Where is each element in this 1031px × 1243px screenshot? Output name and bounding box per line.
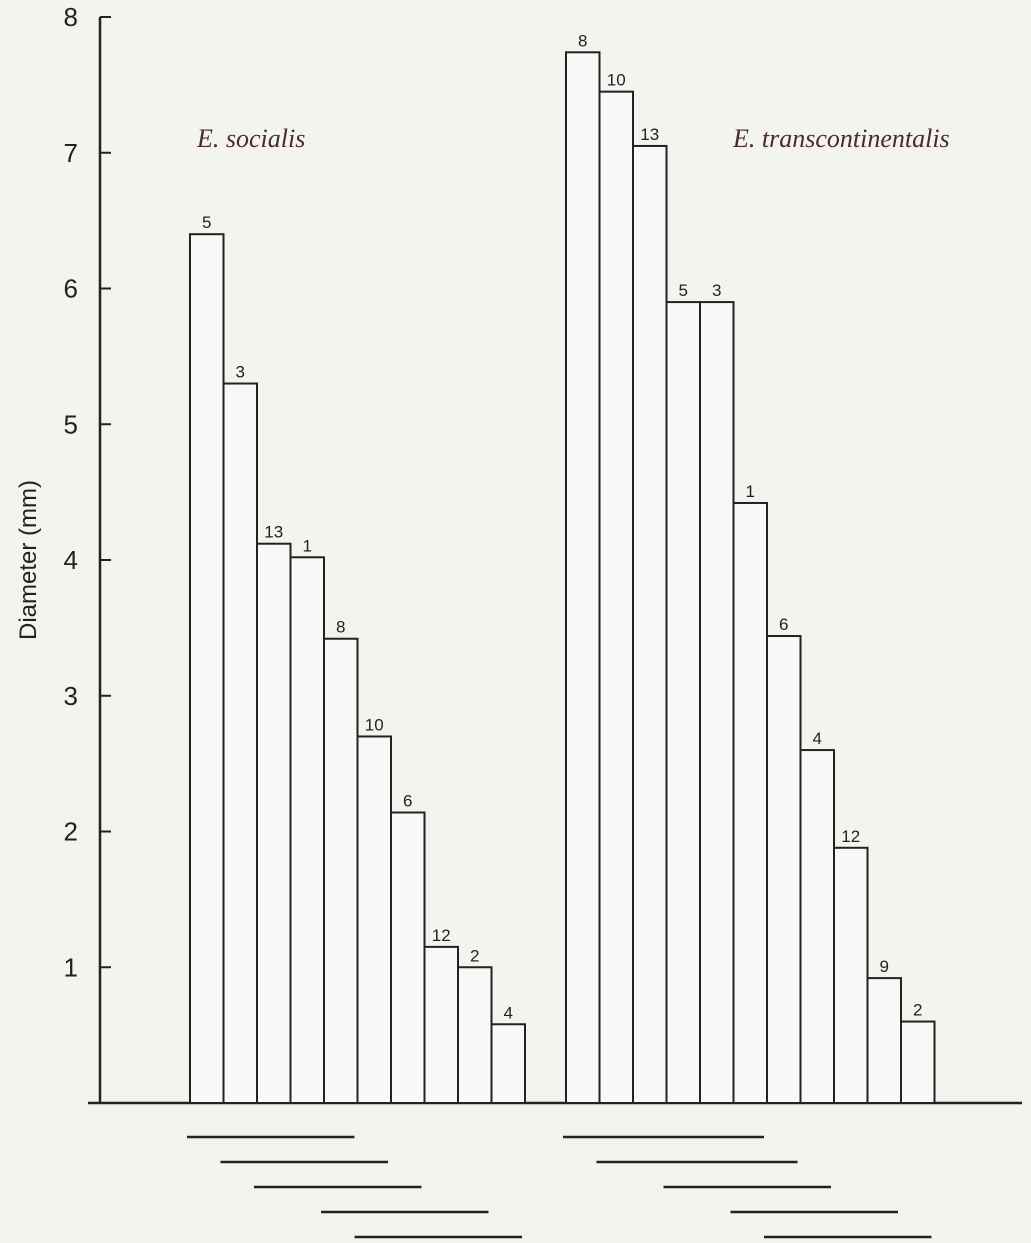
bar-label-g2-4: 5	[679, 281, 688, 300]
bar-label-g2-8: 4	[813, 729, 822, 748]
bar-label-g2-6: 1	[746, 482, 755, 501]
bar-label-g1-10: 4	[504, 1003, 513, 1022]
bar-g1-9	[457, 966, 493, 1104]
y-tick-label-5: 5	[64, 409, 78, 439]
bar-label-g2-11: 2	[913, 1001, 922, 1020]
bar-g2-2	[598, 90, 634, 1105]
group-title-transcontinentalis: E. transcontinentalis	[732, 124, 950, 153]
y-tick-label-3: 3	[64, 681, 78, 711]
bar-label-g1-9: 2	[470, 946, 479, 965]
bar-label-g1-5: 8	[336, 618, 345, 637]
bar-label-g2-2: 10	[607, 71, 626, 90]
bar-label-g1-4: 1	[303, 536, 312, 555]
bar-g1-8	[423, 945, 459, 1105]
bar-g2-6	[732, 501, 768, 1104]
bar-g2-7	[766, 635, 802, 1105]
bar-label-g2-9: 12	[841, 827, 860, 846]
bar-g1-4	[289, 556, 325, 1104]
bar-label-g1-1: 5	[202, 213, 211, 232]
bar-g2-11	[900, 1020, 936, 1104]
bar-g1-7	[390, 811, 426, 1104]
bar-g2-10	[866, 977, 902, 1104]
bar-g2-5	[699, 301, 735, 1104]
y-tick-label-4: 4	[64, 545, 78, 575]
bar-g2-9	[833, 846, 869, 1104]
bar-g1-2	[222, 382, 258, 1104]
bar-label-g2-5: 3	[712, 281, 721, 300]
y-axis-title: Diameter (mm)	[15, 480, 42, 640]
bar-g1-10	[490, 1023, 526, 1105]
bar-label-g2-7: 6	[779, 615, 788, 634]
bar-label-g1-2: 3	[236, 363, 245, 382]
bar-g1-1	[189, 233, 225, 1104]
bar-label-g2-10: 9	[880, 957, 889, 976]
bar-g1-3	[256, 542, 292, 1104]
bar-label-g2-3: 13	[640, 125, 659, 144]
y-tick-label-1: 1	[64, 952, 78, 982]
bar-g2-1	[565, 51, 601, 1104]
bar-g2-3	[632, 144, 668, 1104]
bar-label-g2-1: 8	[578, 31, 587, 50]
bar-g1-5	[323, 637, 359, 1104]
y-tick-label-7: 7	[64, 138, 78, 168]
bar-label-g1-6: 10	[365, 715, 384, 734]
y-tick-label-6: 6	[64, 274, 78, 304]
y-tick-label-8: 8	[64, 2, 78, 32]
bar-g1-6	[356, 735, 392, 1104]
bar-label-g1-7: 6	[403, 791, 412, 810]
y-tick-label-2: 2	[64, 817, 78, 847]
bar-label-g1-3: 13	[264, 523, 283, 542]
bar-label-g1-8: 12	[432, 926, 451, 945]
group-title-socialis: E. socialis	[196, 124, 305, 153]
bar-g2-8	[799, 749, 835, 1104]
bar-g2-4	[665, 301, 701, 1104]
